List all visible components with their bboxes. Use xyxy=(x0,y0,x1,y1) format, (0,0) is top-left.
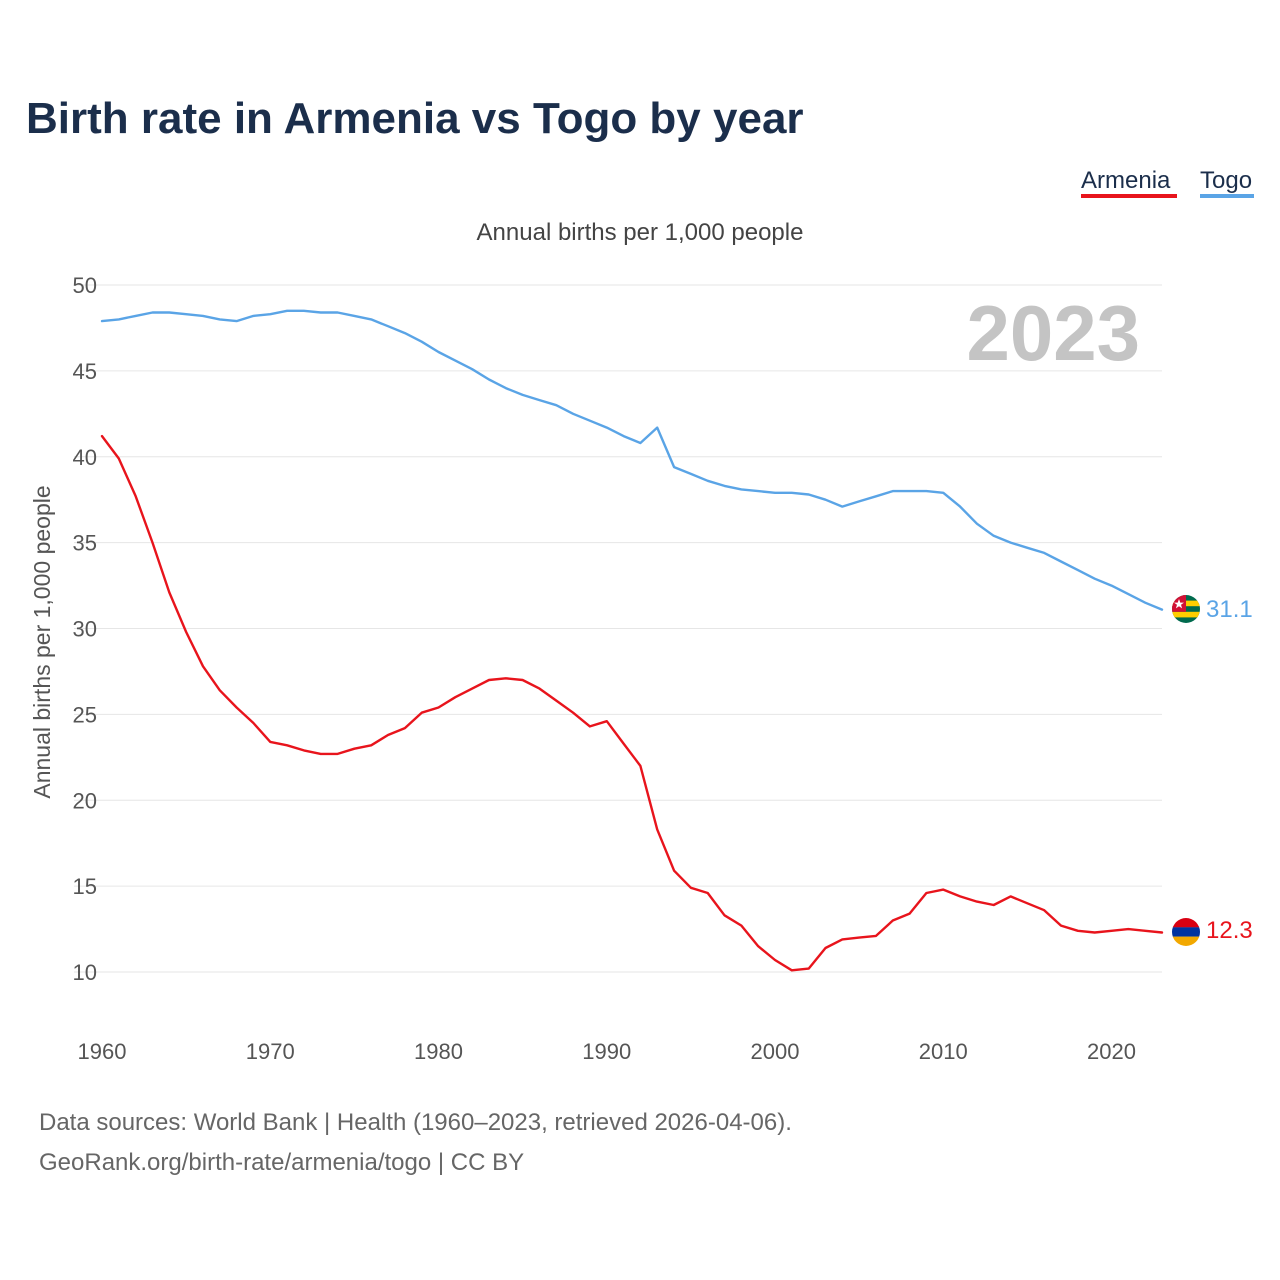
legend-swatch-armenia xyxy=(1081,194,1177,198)
togo-end-value: 31.1 xyxy=(1206,596,1253,623)
legend-label-armenia: Armenia xyxy=(1081,167,1171,194)
y-tick-25: 25 xyxy=(73,702,97,727)
armenia-flag-icon xyxy=(1172,918,1200,946)
series-line-armenia[interactable] xyxy=(100,434,1164,972)
legend-item-armenia[interactable]: Armenia xyxy=(1081,167,1177,198)
x-tick-1980: 1980 xyxy=(414,1039,463,1064)
x-tick-2010: 2010 xyxy=(919,1039,968,1064)
x-tick-2020: 2020 xyxy=(1087,1039,1136,1064)
togo-flag-icon xyxy=(1172,595,1200,623)
y-tick-45: 45 xyxy=(73,359,97,384)
y-tick-10: 10 xyxy=(73,960,97,985)
year-watermark: 2023 xyxy=(966,289,1140,377)
legend-label-togo: Togo xyxy=(1200,167,1252,194)
x-tick-1990: 1990 xyxy=(582,1039,631,1064)
armenia-end-value: 12.3 xyxy=(1206,917,1253,944)
y-tick-50: 50 xyxy=(73,273,97,298)
x-tick-1970: 1970 xyxy=(246,1039,295,1064)
y-tick-40: 40 xyxy=(73,445,97,470)
series-line-togo[interactable] xyxy=(100,309,1164,611)
legend-swatch-togo xyxy=(1200,194,1254,198)
x-axis-ticks: 1960 1970 1980 1990 2000 2010 2020 xyxy=(78,1039,1136,1064)
x-tick-2000: 2000 xyxy=(751,1039,800,1064)
chart-subtitle: Annual births per 1,000 people xyxy=(477,219,804,246)
x-tick-1960: 1960 xyxy=(78,1039,127,1064)
y-axis-ticks: 10 15 20 25 30 35 40 45 50 xyxy=(73,273,97,985)
series-lines xyxy=(100,309,1164,972)
gridlines xyxy=(74,284,1162,973)
y-tick-15: 15 xyxy=(73,874,97,899)
y-axis-label: Annual births per 1,000 people xyxy=(29,485,55,798)
legend-item-togo[interactable]: Togo xyxy=(1200,167,1254,198)
footer-sources: Data sources: World Bank | Health (1960–… xyxy=(39,1109,792,1136)
chart-title: Birth rate in Armenia vs Togo by year xyxy=(26,94,804,143)
legend: Armenia Togo xyxy=(1081,167,1254,198)
y-tick-30: 30 xyxy=(73,617,97,642)
footer-attribution[interactable]: GeoRank.org/birth-rate/armenia/togo | CC… xyxy=(39,1149,524,1176)
y-tick-20: 20 xyxy=(73,788,97,813)
y-tick-35: 35 xyxy=(73,531,97,556)
